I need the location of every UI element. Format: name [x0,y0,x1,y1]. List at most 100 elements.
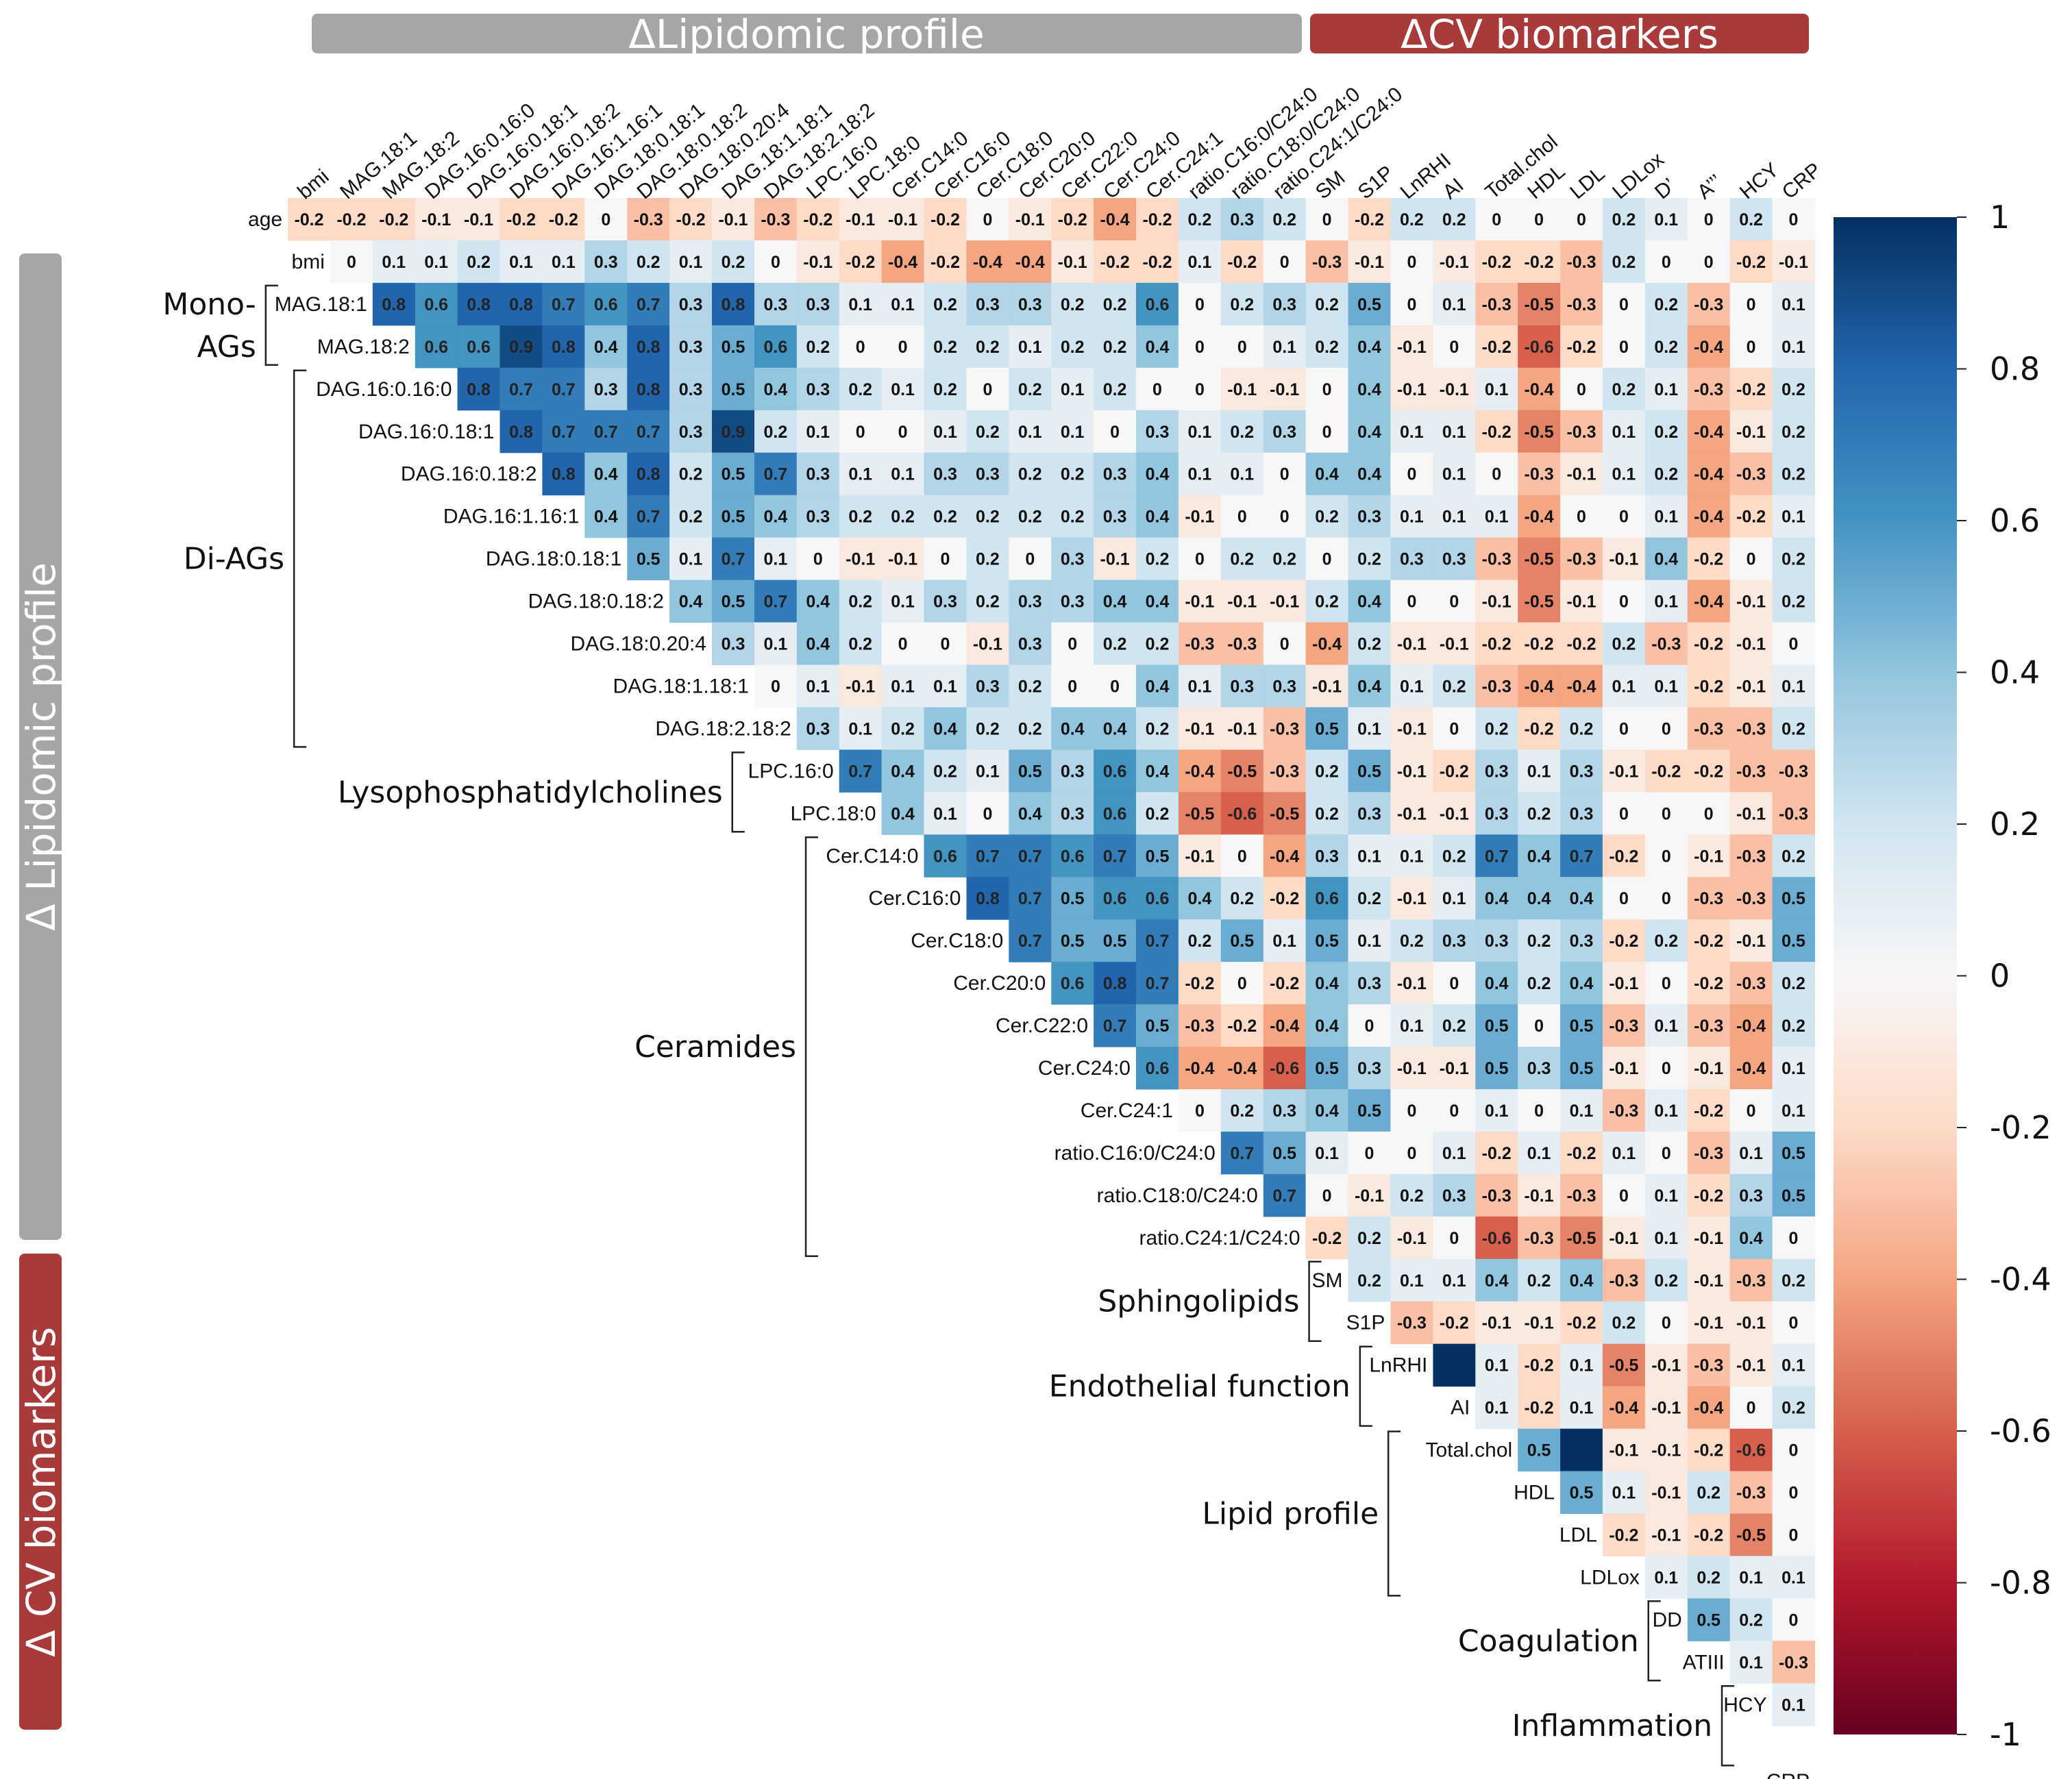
heatmap-cell [881,664,924,708]
cell-value-label: -0.1 [1397,1229,1427,1248]
heatmap-cell [1518,1089,1561,1132]
heatmap-cell [1475,198,1518,241]
cell-value-label: -0.2 [1312,1229,1342,1248]
heatmap-cell [1009,919,1052,962]
heatmap-cell [1772,834,1815,878]
cell-value-label: 0.3 [1272,1102,1296,1121]
cell-value-label: 0.2 [1061,465,1085,484]
heatmap-cell [966,410,1009,453]
group-label: Inflammation [1512,1708,1713,1743]
heatmap-cell [712,325,755,369]
cell-value-label: 0.2 [1654,932,1678,951]
cell-value-label: 0 [771,253,780,272]
cell-value-label: 0 [1068,677,1077,697]
heatmap-cell [1560,198,1603,241]
cell-value-label: 0 [1789,1229,1799,1248]
row-label: HCY [1723,1693,1766,1716]
cell-value-label: 0.2 [679,508,703,527]
cell-value-label: 0.1 [1570,1399,1594,1418]
heatmap-cell [1390,622,1433,665]
heatmap-cell [1136,198,1179,241]
heatmap-cell [1644,1258,1688,1302]
heatmap-cell [712,367,755,411]
cell-value-label: 0.2 [1442,210,1466,229]
heatmap-cell [1094,664,1137,708]
heatmap-cell [1263,1004,1307,1047]
cell-value-label: 0.6 [1146,889,1170,908]
heatmap-cell [627,282,670,326]
cell-value-label: -0.4 [1312,635,1342,654]
cell-value-label: 0.4 [594,465,618,484]
cell-value-label: 0.1 [1739,1568,1763,1587]
cell-value-label: -0.3 [1566,295,1596,314]
heatmap-cell [1687,452,1731,496]
row-label: bmi [292,251,325,273]
heatmap-cell [1094,410,1137,453]
heatmap-cell [712,622,755,665]
heatmap-cell [542,367,585,411]
row-label: ratio.C24:1/C24:0 [1139,1227,1300,1249]
heatmap-cell [584,240,628,284]
cell-value-label: 0.3 [1485,932,1509,951]
cell-value-label: 0.5 [1061,932,1085,951]
heatmap-cell [1348,622,1391,665]
heatmap-cell [1729,1598,1773,1641]
cell-value-label: 0.1 [1442,1144,1466,1163]
heatmap-cell [1602,282,1646,326]
heatmap-cell [796,580,840,623]
row-label: S1P [1346,1312,1385,1334]
cell-value-label: 0.4 [1357,465,1381,484]
cell-value-label: 0.4 [1570,1271,1594,1291]
cell-value-label: 0.2 [1146,550,1170,569]
cell-value-label: -0.3 [1482,295,1512,314]
heatmap-cell [924,282,967,326]
heatmap-cell [754,452,798,496]
heatmap-cell [1475,1131,1518,1175]
heatmap-cell [754,537,798,581]
heatmap-cell [500,325,543,369]
heatmap-cell [1518,537,1561,581]
heatmap-cell [1644,962,1688,1005]
cell-value-label: 0.1 [1612,423,1636,442]
heatmap-cell [754,240,798,284]
cell-value-label: -0.1 [1694,1059,1723,1078]
cell-value-label: 0.1 [1400,508,1424,527]
cell-value-label: 0.9 [722,423,745,442]
heatmap-cell [1178,495,1222,538]
heatmap-cell [966,877,1009,920]
cell-value-label: 0.2 [1272,210,1296,229]
cell-value-label: 0.5 [722,338,745,357]
cell-value-label: 0.2 [848,635,872,654]
heatmap-cell [669,367,713,411]
heatmap-cell [1729,240,1773,284]
cell-value-label: 0 [1407,1144,1416,1163]
cell-value-label: 0.2 [1781,1271,1805,1291]
heatmap-cell [1348,1004,1391,1047]
cell-value-label: 0.7 [552,380,576,399]
cell-value-label: -0.2 [1142,253,1172,272]
cell-value-label: 0.5 [1570,1059,1594,1078]
cell-value-label: -0.2 [846,253,875,272]
cell-value-label: 0.2 [1781,465,1805,484]
heatmap-cell [1263,282,1307,326]
cell-value-label: 0.3 [1357,804,1381,823]
cell-value-label: -0.4 [1694,593,1723,612]
heatmap-cell [1560,410,1603,453]
heatmap-cell [627,325,670,369]
cell-value-label: 0.3 [722,635,745,654]
heatmap-cell [754,622,798,665]
cell-value-label: 0.1 [1612,465,1636,484]
row-label: Cer.C22:0 [996,1015,1088,1037]
cell-value-label: 0.1 [1018,338,1042,357]
heatmap-cell [1220,282,1264,326]
group-bracket [264,284,278,366]
cell-value-label: -0.2 [1355,210,1384,229]
cell-value-label: 0.5 [637,550,661,569]
cell-value-label: 0.7 [637,508,661,527]
cell-value-label: 0.7 [976,847,1000,866]
cell-value-label: 0.5 [1315,719,1339,738]
heatmap-cell [1263,622,1307,665]
cell-value-label: -0.1 [1227,380,1257,399]
row-label: MAG.18:2 [317,336,410,358]
cell-value-label: 0.7 [764,465,788,484]
